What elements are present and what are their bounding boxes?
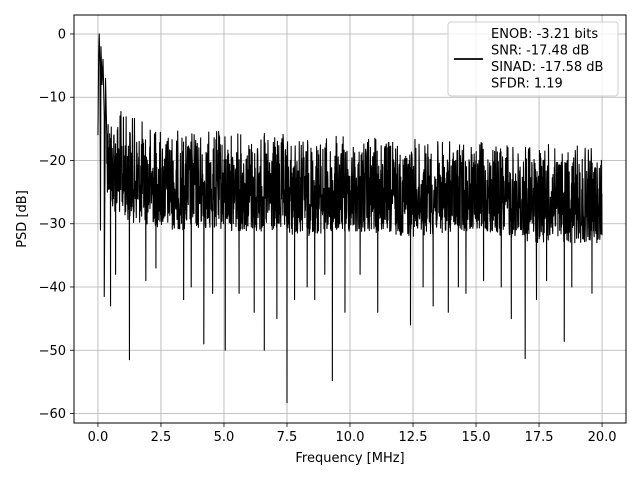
x-tick-label: 5.0: [214, 430, 235, 445]
y-tick-label: −10: [39, 91, 66, 106]
x-tick-label: 17.5: [525, 430, 554, 445]
legend-entry-sinad: SINAD: -17.58 dB: [491, 60, 603, 75]
legend: ENOB: -3.21 bits SNR: -17.48 dB SINAD: -…: [447, 21, 619, 97]
x-tick-label: 15.0: [462, 430, 491, 445]
series-layer: [97, 33, 603, 404]
x-tick-label: 10.0: [336, 430, 365, 445]
y-tick-label: −60: [39, 407, 66, 422]
y-axis-label: PSD [dB]: [15, 190, 30, 248]
legend-box: [447, 21, 619, 97]
y-tick-label: −30: [39, 217, 66, 232]
y-tick-label: −50: [39, 344, 66, 359]
x-tick-label: 12.5: [399, 430, 428, 445]
y-tick-label: −20: [39, 154, 66, 169]
y-tick-label: 0: [58, 27, 66, 42]
x-tick-label: 2.5: [151, 430, 172, 445]
psd-trace-line: [97, 33, 603, 404]
legend-entry-sfdr: SFDR: 1.19: [491, 77, 563, 92]
x-axis-ticks: 0.0 2.5 5.0 7.5 10.0 12.5 15.0 17.5 20.0: [88, 423, 617, 445]
y-axis-ticks: 0 −10 −20 −30 −40 −50 −60: [39, 27, 74, 422]
x-tick-label: 0.0: [88, 430, 109, 445]
x-tick-label: 20.0: [588, 430, 617, 445]
y-tick-label: −40: [39, 281, 66, 296]
x-tick-label: 7.5: [277, 430, 298, 445]
x-axis-label: Frequency [MHz]: [295, 451, 404, 466]
legend-entry-snr: SNR: -17.48 dB: [491, 44, 589, 59]
legend-entry-enob: ENOB: -3.21 bits: [491, 27, 598, 42]
